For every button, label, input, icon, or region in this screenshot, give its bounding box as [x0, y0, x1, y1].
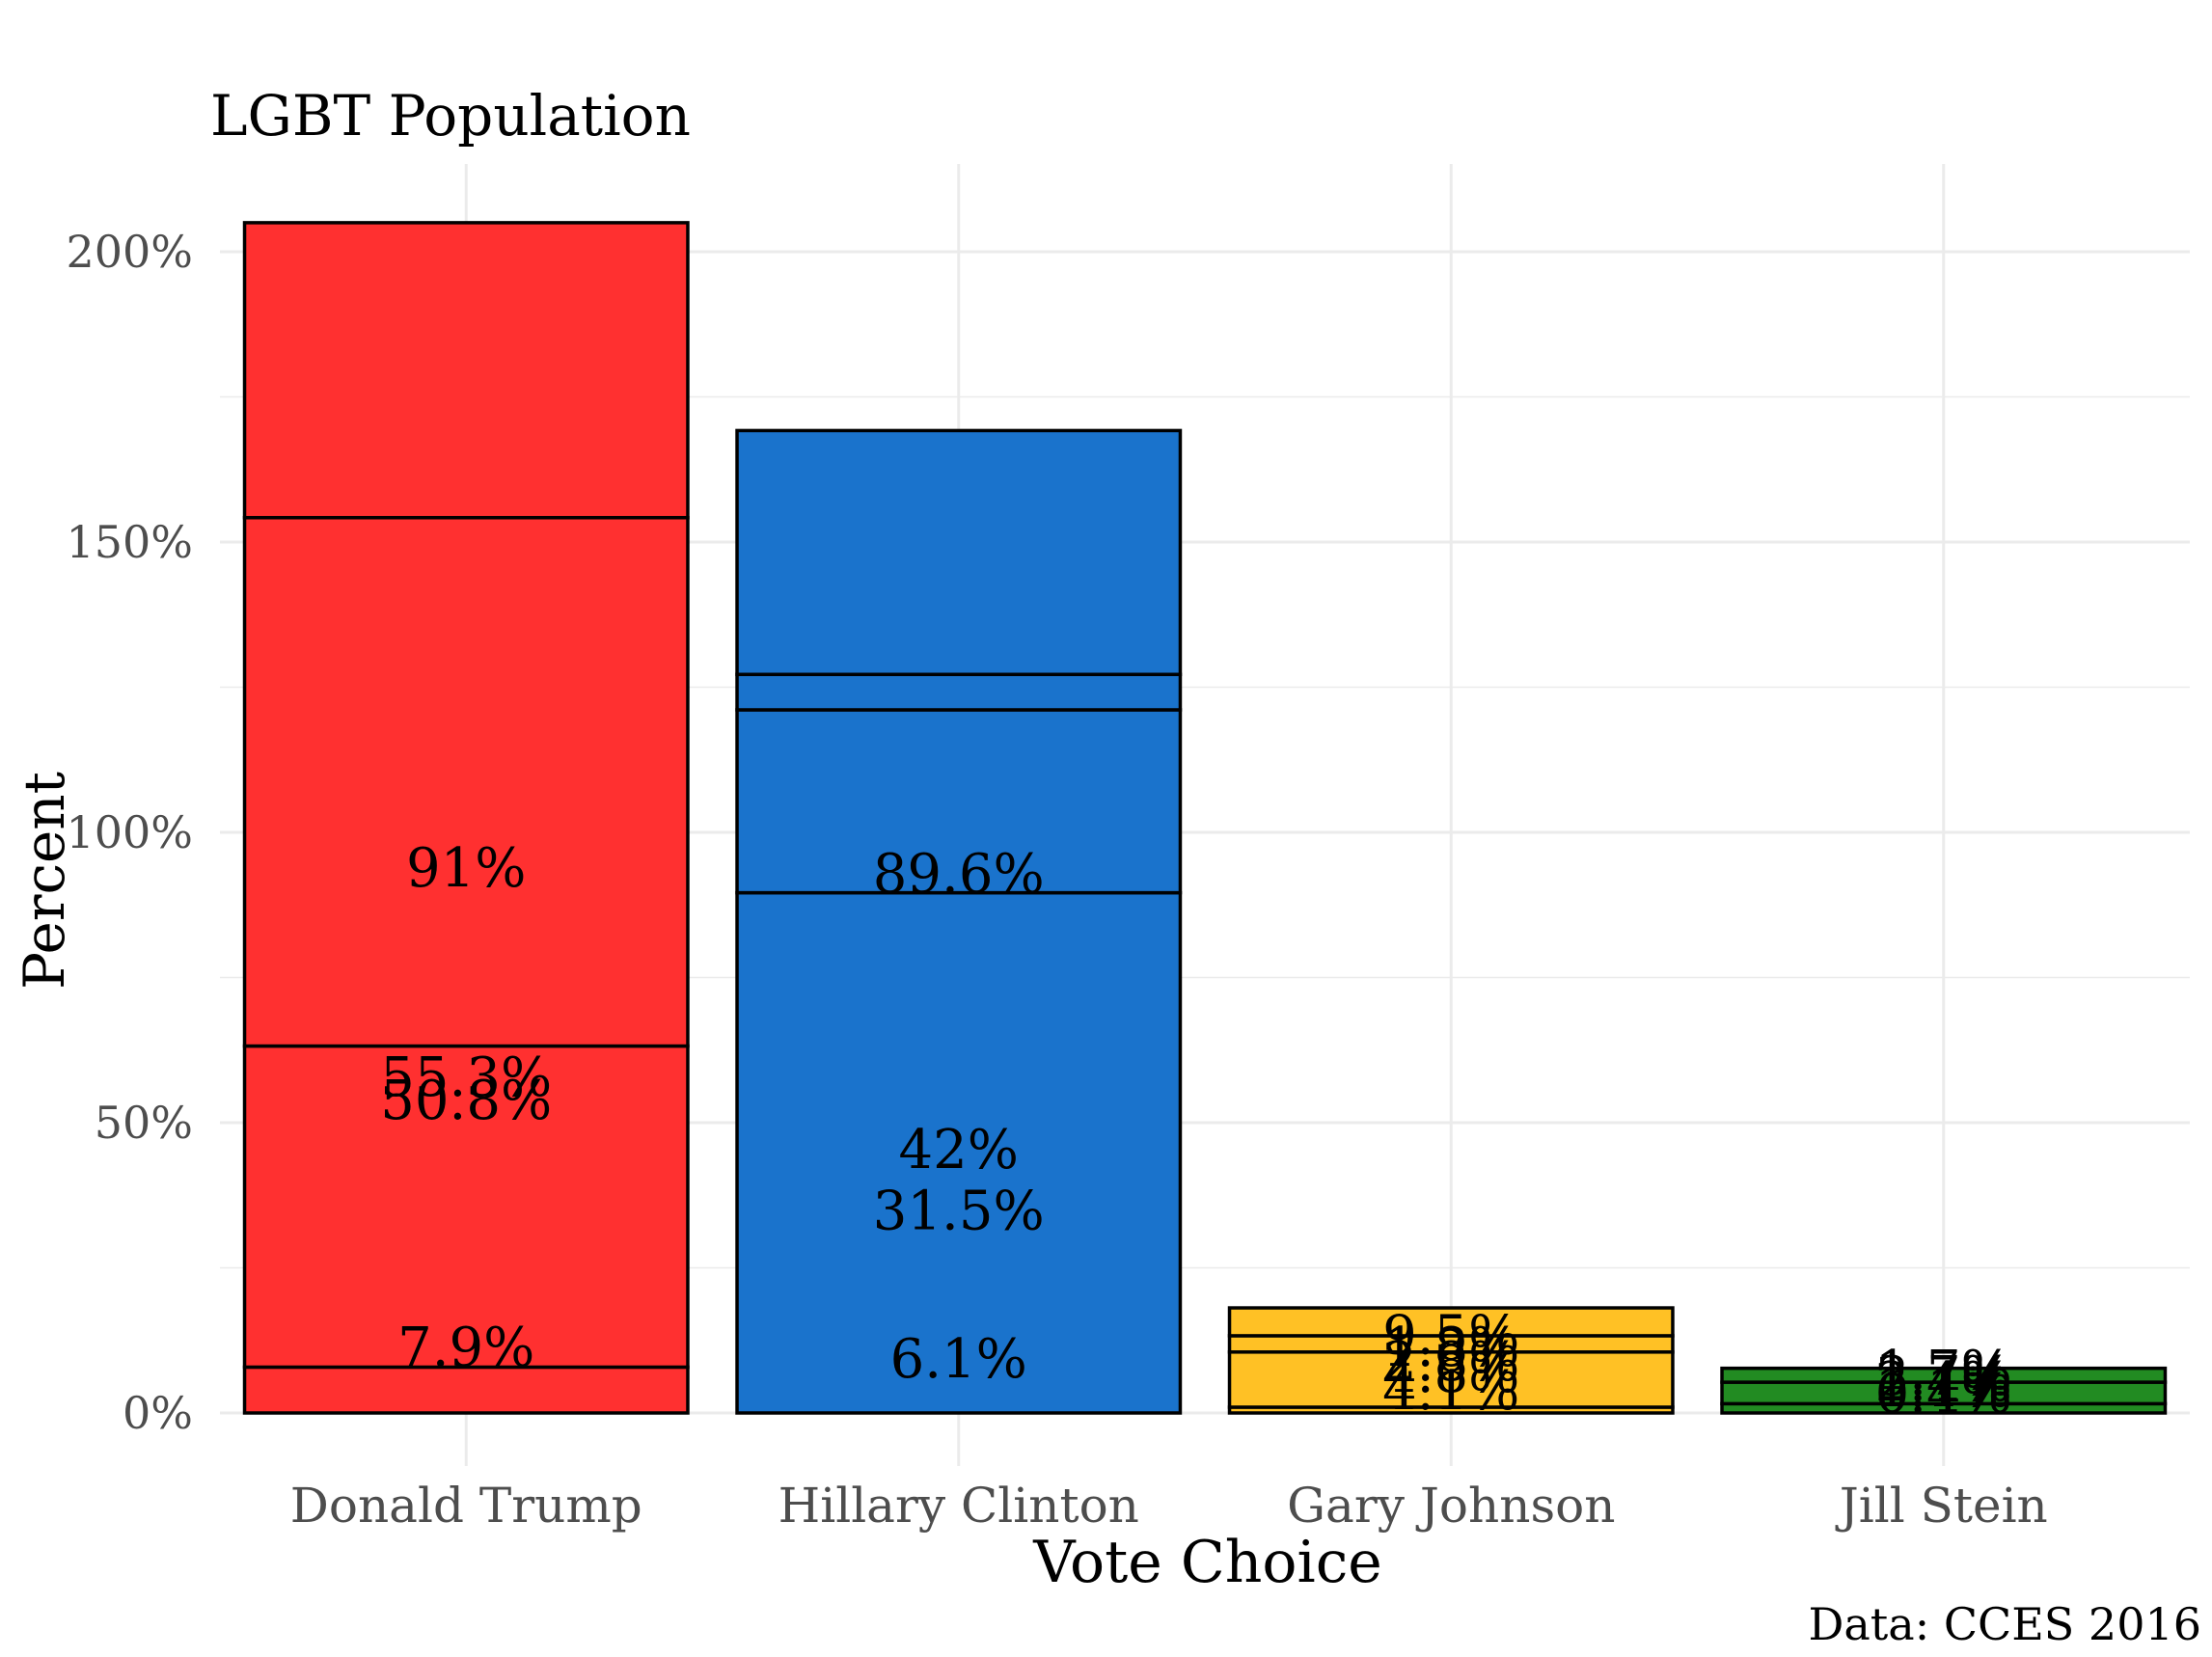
- data-label: 0.4%: [1875, 1363, 2012, 1426]
- data-label: 1.8%: [1382, 1317, 1519, 1379]
- x-tick-label: Hillary Clinton: [778, 1478, 1139, 1534]
- bar-segment: [735, 672, 1183, 712]
- x-tick-label: Jill Stein: [1835, 1478, 2048, 1534]
- y-tick-label: 150%: [66, 516, 193, 568]
- bar-segment: [242, 515, 690, 1048]
- data-label: 50.8%: [380, 1070, 552, 1132]
- y-axis-ticks: 0% 50% 100% 150% 200%: [66, 226, 193, 1439]
- bar-segment: [1227, 1350, 1675, 1409]
- data-label: 55.3%: [380, 1046, 552, 1109]
- bars: [242, 221, 2168, 1415]
- x-axis-ticks: Donald Trump Hillary Clinton Gary Johnson J…: [290, 1478, 2048, 1534]
- data-label: 91%: [406, 837, 526, 900]
- y-tick-label: 200%: [66, 226, 193, 278]
- bar-segment: [1720, 1366, 2168, 1384]
- bar-segment: [242, 1044, 690, 1370]
- x-tick-label: Donald Trump: [290, 1478, 642, 1534]
- bar-segment: [1227, 1306, 1675, 1338]
- data-label: 31.5%: [873, 1180, 1045, 1242]
- bar-segment: [735, 890, 1183, 1415]
- data-label: 1.1%: [1875, 1357, 2012, 1420]
- data-label: 6.1%: [890, 1328, 1027, 1391]
- chart-title: LGBT Population: [210, 83, 691, 149]
- data-label: 4.1%: [1382, 1360, 1519, 1423]
- y-tick-label: 0%: [123, 1387, 193, 1439]
- bar-segment: [735, 428, 1183, 677]
- data-label: 3.7%: [1875, 1345, 2012, 1408]
- y-axis-title: Percent: [12, 772, 77, 990]
- data-label: 42%: [899, 1119, 1019, 1182]
- data-labels: 7.9%55.3%50.8%91%6.1%31.5%42%89.6%9.5%1.…: [380, 837, 2012, 1426]
- data-label: 2.4%: [1875, 1351, 2012, 1414]
- y-tick-label: 100%: [66, 806, 193, 858]
- data-label: 1.7%: [1875, 1340, 2012, 1402]
- x-tick-label: Gary Johnson: [1287, 1478, 1615, 1534]
- bar-segment: [242, 221, 690, 520]
- x-axis-title: Vote Choice: [1032, 1529, 1382, 1596]
- data-label: 89.6%: [873, 843, 1045, 906]
- bar-segment: [242, 1365, 690, 1415]
- data-label: 9.5%: [1382, 1305, 1519, 1368]
- data-label: 4.8%: [1382, 1343, 1519, 1405]
- data-label: 7.9%: [397, 1317, 534, 1379]
- bar-segment: [735, 708, 1183, 895]
- data-source-caption: Data: CCES 2016: [1808, 1598, 2201, 1650]
- y-tick-label: 50%: [95, 1097, 193, 1149]
- data-label: 2.8%: [1382, 1331, 1519, 1394]
